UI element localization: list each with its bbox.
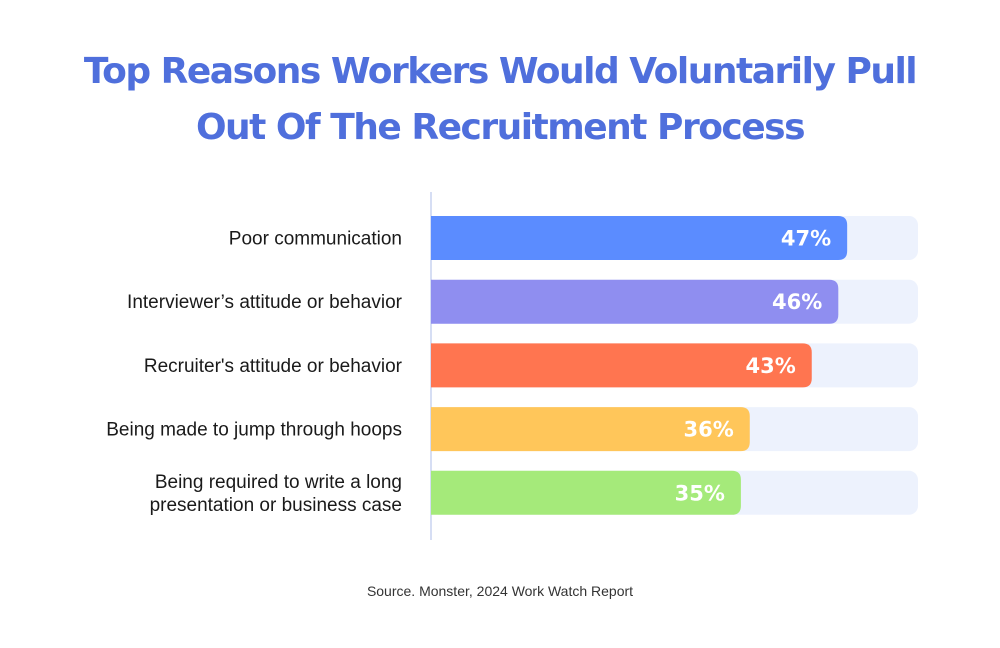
bar [431, 279, 839, 324]
bar-value-label: 43% [745, 354, 795, 378]
source-note: Source. Monster, 2024 Work Watch Report [366, 583, 634, 599]
chart-title-line-2: Out Of The Recruitment Process [195, 107, 806, 148]
bar [431, 216, 848, 260]
category-label: Being required to write a long [155, 472, 402, 493]
bar-value-label: 36% [683, 418, 733, 442]
category-label: presentation or business case [150, 495, 402, 516]
category-label: Interviewer’s attitude or behavior [127, 292, 403, 313]
category-label: Being made to jump through hoops [106, 420, 402, 441]
bar [431, 470, 741, 515]
bar-value-label: 47% [781, 227, 831, 251]
bar [431, 343, 812, 388]
category-label: Poor communication [229, 229, 402, 250]
category-label: Recruiter's attitude or behavior [144, 356, 403, 377]
bar [431, 407, 750, 452]
chart-title: Top Reasons Workers Would Voluntarily Pu… [0, 44, 1000, 156]
bar-value-label: 46% [772, 290, 822, 314]
bar-value-label: 35% [675, 481, 725, 505]
chart-title-line-1: Top Reasons Workers Would Voluntarily Pu… [83, 51, 918, 92]
